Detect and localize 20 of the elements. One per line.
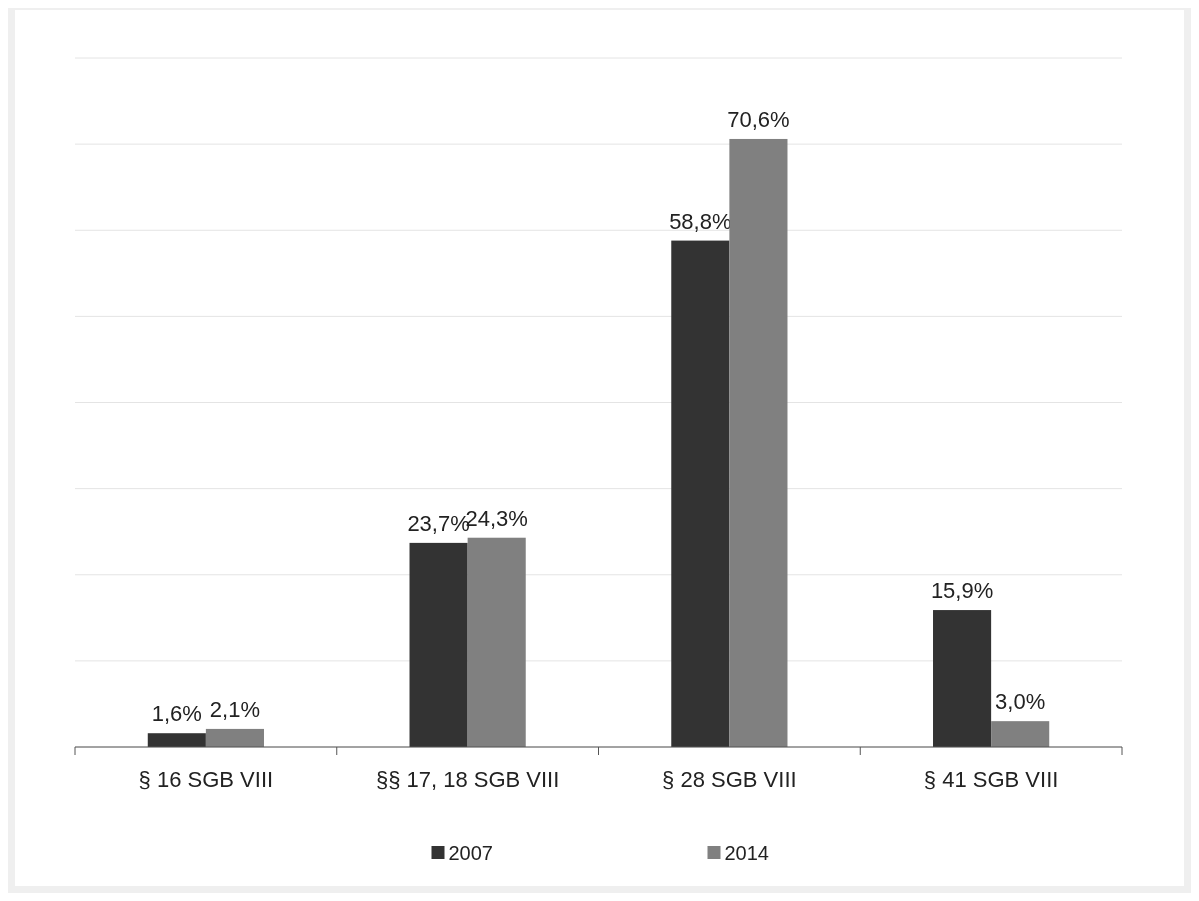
bar: [671, 240, 730, 747]
bar: [729, 138, 788, 747]
bar: [205, 728, 264, 747]
data-label: 58,8%: [669, 208, 732, 234]
legend-label: 2014: [724, 842, 769, 864]
x-tick-label: §§ 17, 18 SGB VIII: [375, 767, 560, 792]
data-label: 1,6%: [151, 701, 202, 727]
x-tick-label: § 28 SGB VIII: [662, 767, 797, 792]
data-label: 15,9%: [930, 578, 994, 604]
bar: [467, 537, 526, 747]
bar: [933, 610, 992, 747]
bar: [409, 542, 468, 747]
data-label: 70,6%: [727, 106, 790, 132]
bar: [991, 721, 1050, 747]
x-tick-label: § 16 SGB VIII: [138, 767, 274, 792]
legend-label: 2007: [448, 842, 493, 864]
bar: [147, 733, 206, 747]
x-tick-label: § 41 SGB VIII: [923, 767, 1059, 792]
data-label: 2,1%: [209, 696, 261, 722]
data-label: 3,0%: [995, 689, 1046, 715]
